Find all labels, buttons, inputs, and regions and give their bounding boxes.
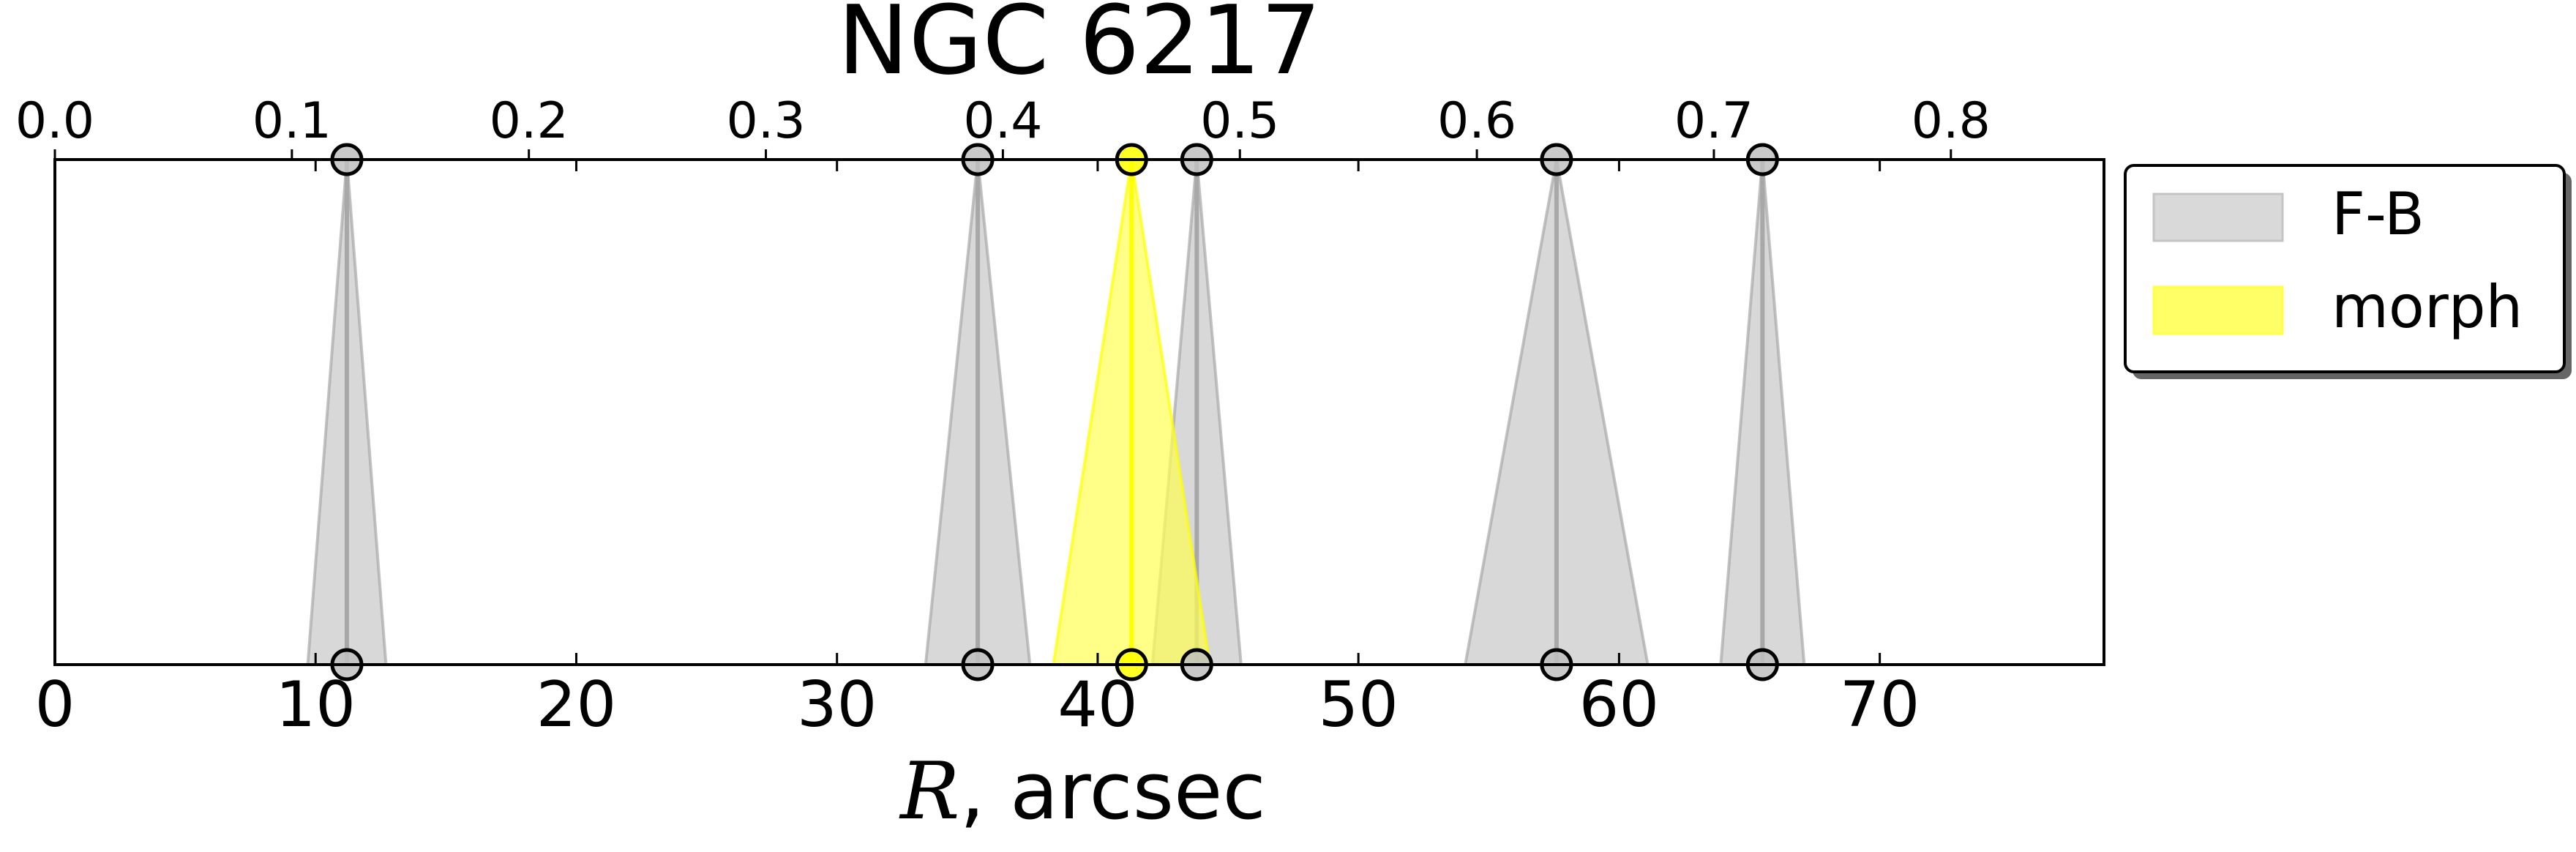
top-tick-label: 0.1 [252,92,332,150]
series-0-feature-0 [306,159,388,666]
bottom-tick-label: 10 [276,668,356,741]
series-0-feature-3 [1463,159,1650,666]
top-axis: 0.0 0.1 0.2 0.3 0.4 0.5 0.6 0.7 0.8 [15,92,1991,160]
chart-title: NGC 6217 [838,0,1322,96]
top-tick-label: 0.8 [1912,92,1991,150]
bottom-tick-label: 50 [1318,668,1398,741]
bottom-tick-label: 60 [1579,668,1659,741]
bottom-tick-label: 70 [1840,668,1920,741]
plot-frame [53,158,2105,666]
chart-marks [306,143,1806,681]
x-axis-label-text: , arcsec [959,746,1265,837]
top-tick-label: 0.3 [726,92,805,150]
legend-label-fb: F-B [2332,180,2425,248]
legend-swatch-morph [2152,285,2284,335]
bottom-tick-label: 20 [536,668,616,741]
bottom-axis: 0 10 20 30 40 50 60 70 [35,160,1920,741]
legend-label-morph: morph [2332,273,2523,341]
series-0-feature-4 [1719,159,1806,666]
bottom-tick-label: 30 [797,668,877,741]
bottom-tick-label: 40 [1057,668,1137,741]
legend-swatch-fb [2152,193,2284,242]
top-tick-label: 0.0 [15,92,94,150]
top-tick-label: 0.2 [490,92,569,150]
legend: F-B morph [2124,164,2572,379]
x-axis-label-symbol: R [899,746,959,837]
top-tick-label: 0.7 [1674,92,1753,150]
x-axis-label: R, arcsec [899,746,1266,837]
series-0-feature-1 [924,159,1032,666]
top-tick-label: 0.5 [1200,92,1279,150]
bottom-tick-label: 0 [35,668,75,741]
top-tick-label: 0.4 [963,92,1042,150]
top-tick-label: 0.6 [1437,92,1516,150]
